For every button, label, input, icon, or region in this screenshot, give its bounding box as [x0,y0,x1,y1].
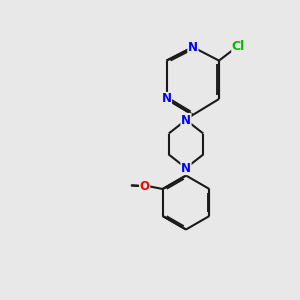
Text: Cl: Cl [232,40,245,53]
Text: N: N [181,161,191,175]
Text: N: N [188,40,198,54]
Text: N: N [181,113,191,127]
Text: O: O [140,179,150,193]
Text: N: N [161,92,172,106]
